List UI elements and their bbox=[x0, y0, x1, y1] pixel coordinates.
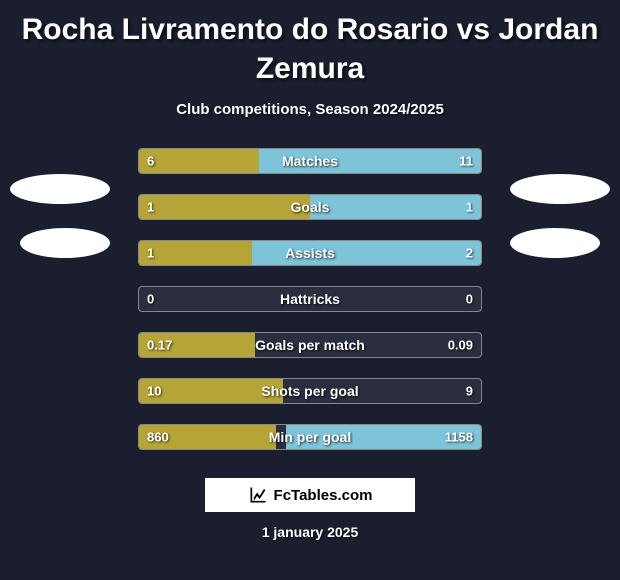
stat-bar: 0.17 0.09 Goals per match bbox=[138, 332, 482, 358]
stat-bar: 0 0 Hattricks bbox=[138, 286, 482, 312]
stat-value-right: 2 bbox=[466, 246, 473, 261]
bar-left-fill bbox=[139, 149, 259, 173]
bar-left-fill bbox=[139, 195, 310, 219]
page-subtitle: Club competitions, Season 2024/2025 bbox=[0, 101, 620, 118]
stat-row: 1 1 Goals bbox=[10, 184, 610, 230]
stat-value-right: 9 bbox=[466, 384, 473, 399]
stat-label: Goals per match bbox=[255, 337, 365, 353]
stat-value-left: 10 bbox=[147, 384, 161, 399]
stat-value-left: 0 bbox=[147, 292, 154, 307]
bar-left-fill bbox=[139, 241, 252, 265]
brand-badge: FcTables.com bbox=[205, 478, 415, 512]
stat-label: Goals bbox=[291, 199, 330, 215]
stat-label: Shots per goal bbox=[261, 383, 358, 399]
stat-value-left: 0.17 bbox=[147, 338, 172, 353]
stat-label: Hattricks bbox=[280, 291, 340, 307]
stat-bar: 1 2 Assists bbox=[138, 240, 482, 266]
stat-label: Matches bbox=[282, 153, 338, 169]
stat-bar: 860 1158 Min per goal bbox=[138, 424, 482, 450]
stat-value-right: 0 bbox=[466, 292, 473, 307]
stat-label: Min per goal bbox=[269, 429, 351, 445]
stat-value-right: 1 bbox=[466, 200, 473, 215]
stat-row: 1 2 Assists bbox=[10, 230, 610, 276]
footer-date: 1 january 2025 bbox=[0, 524, 620, 540]
stat-value-left: 6 bbox=[147, 154, 154, 169]
stat-row: 6 11 Matches bbox=[10, 138, 610, 184]
bar-right-fill bbox=[310, 195, 481, 219]
stat-bar: 6 11 Matches bbox=[138, 148, 482, 174]
stat-label: Assists bbox=[285, 245, 335, 261]
stat-value-right: 0.09 bbox=[448, 338, 473, 353]
stat-bar: 10 9 Shots per goal bbox=[138, 378, 482, 404]
stat-value-right: 11 bbox=[459, 154, 473, 169]
brand-text: FcTables.com bbox=[274, 487, 373, 504]
page-title: Rocha Livramento do Rosario vs Jordan Ze… bbox=[0, 0, 620, 93]
stat-bar: 1 1 Goals bbox=[138, 194, 482, 220]
stat-row: 0 0 Hattricks bbox=[10, 276, 610, 322]
stat-row: 10 9 Shots per goal bbox=[10, 368, 610, 414]
stat-value-left: 1 bbox=[147, 246, 154, 261]
stat-row: 0.17 0.09 Goals per match bbox=[10, 322, 610, 368]
stat-value-right: 1158 bbox=[445, 430, 473, 445]
chart-icon bbox=[248, 485, 268, 505]
stat-row: 860 1158 Min per goal bbox=[10, 414, 610, 460]
stat-value-left: 860 bbox=[147, 430, 169, 445]
comparison-chart: 611Matches11Goals12Assists00Hattricks0.1… bbox=[0, 138, 620, 460]
stat-value-left: 1 bbox=[147, 200, 154, 215]
